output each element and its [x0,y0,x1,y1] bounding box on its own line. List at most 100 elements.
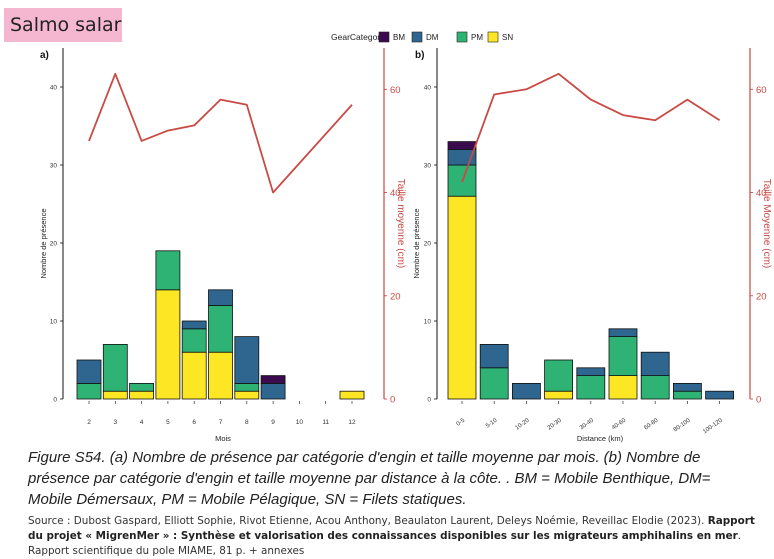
bar-pm-3 [102,343,128,392]
legend-label-dm: DM [426,33,439,42]
bar-sn-12 [339,390,365,400]
x-tick-label: 3 [113,419,117,426]
bar-dm-7 [208,289,233,306]
legend-label-sn: SN [502,33,513,42]
x-tick-label: 2 [87,419,91,426]
bar-dm-60-80 [640,351,670,377]
bar-pm-0-5 [447,164,477,197]
bar-sn-20-30 [544,390,573,400]
y2-axis-label: Taille Moyenne (cm) [761,179,772,268]
legend-label-pm: PM [471,33,483,42]
source-suffix: . Rapport scientifique du pole MIAME, 81… [28,530,742,557]
x-tick-label: 0-5 [456,417,467,427]
x-tick-label: 4 [140,419,144,426]
x-tick-label: 40-60 [611,417,628,431]
bar-sn-4 [129,390,155,400]
bar-bm-9 [260,375,286,384]
y-tick-label: 40 [424,85,432,92]
source-authors: Dubost Gaspard, Elliott Sophie, Rivot Et… [73,515,705,527]
y2-axis-label: Taille moyenne (cm) [395,179,406,268]
mean-size-line [88,72,353,194]
source-prefix: Source : [28,515,74,527]
bar-dm-8 [234,336,260,384]
bar-pm-60-80 [640,375,670,400]
x-tick-label: 9 [271,419,275,426]
x-tick-label: 5 [166,419,170,426]
y-tick-label: 10 [424,319,432,326]
bar-dm-40-60 [608,328,638,337]
bar-sn-5 [155,289,181,400]
y-tick-label: 20 [50,241,58,248]
y-tick-label: 30 [424,163,432,170]
y-tick-label: 30 [50,163,58,170]
bar-pm-7 [208,304,233,353]
y2-tick-label: 40 [390,188,401,199]
x-tick-label: 10 [296,419,304,426]
bar-pm-2 [76,382,102,400]
y2-tick-label: 0 [756,395,761,406]
x-tick-label: 12 [348,419,356,426]
y-tick-label: 20 [424,241,432,248]
x-tick-label: 20-30 [547,417,564,431]
x-tick-label: 80-100 [673,417,692,433]
y2-tick-label: 0 [390,395,395,406]
x-tick-label: 60-80 [643,417,660,431]
legend-title: GearCategory [331,32,385,42]
panel-a: a) 0 10 20 30 40 0 20 40 60 Nombre de présence Tail… [39,48,406,443]
bar-dm-100-120 [705,390,734,400]
bar-sn-0-5 [447,195,477,400]
bar-pm-40-60 [608,336,638,377]
bar-pm-4 [129,382,155,392]
bar-pm-5 [155,250,181,291]
bar-bm-0-5 [447,141,477,150]
figure-caption: Figure S54. (a) Nombre de présence par c… [28,449,711,508]
mean-size-line [461,72,721,183]
bar-pm-5-10 [479,367,509,400]
y-tick-label: 40 [50,85,58,92]
bar-pm-80-100 [673,390,702,400]
figure: GearCategory BM DM PM SN a)0102030400204060… [39,31,772,443]
bar-dm-10-20 [512,382,541,400]
bar-sn-6 [181,351,207,400]
y2-tick-label: 20 [390,291,401,302]
bar-pm-6 [181,328,207,353]
x-tick-label: 11 [322,419,329,426]
legend-swatch-bm [378,31,390,43]
y-tick-label: 0 [53,397,57,404]
bar-sn-40-60 [608,375,638,400]
bar-sn-7 [208,351,233,400]
bar-pm-30-40 [576,375,606,400]
y2-tick-label: 60 [756,85,767,96]
legend-swatch-pm [456,31,468,43]
x-tick-label: 8 [245,419,249,426]
y2-tick-label: 40 [756,188,767,199]
bar-sn-3 [102,390,128,400]
y-axis-label: Nombre de présence [412,208,421,278]
panel-title: a) [40,50,49,61]
x-tick-label: 30-40 [579,417,596,431]
y2-tick-label: 20 [756,291,767,302]
bar-dm-2 [76,359,102,384]
bar-pm-8 [234,382,260,392]
panel-b: b) 0 10 20 30 40 0 20 40 60 Nombre de présence Tail… [412,48,772,443]
y-tick-label: 0 [427,397,431,404]
y-tick-label: 10 [50,319,58,326]
source-citation: Source : Dubost Gaspard, Elliott Sophie,… [28,514,768,559]
source-title: Rapport du projet « MigrenMer » : Synthè… [28,515,755,542]
x-axis-label: Distance (km) [577,434,624,443]
panel-title: b) [415,50,424,61]
legend-swatch-sn [487,31,499,43]
species-title: Salmo salar [4,8,122,42]
legend: GearCategory BM DM PM SN [331,31,513,43]
bar-dm-80-100 [673,382,702,392]
legend-swatch-dm [411,31,423,43]
y2-tick-label: 60 [390,85,401,96]
bar-dm-9 [260,382,286,400]
bar-dm-5-10 [479,343,509,369]
x-tick-label: 100-120 [702,417,724,435]
y-axis-label: Nombre de présence [39,208,48,278]
bar-dm-6 [181,320,207,330]
x-tick-label: 7 [219,419,223,426]
legend-label-bm: BM [393,33,405,42]
x-tick-label: 10-20 [515,417,532,431]
